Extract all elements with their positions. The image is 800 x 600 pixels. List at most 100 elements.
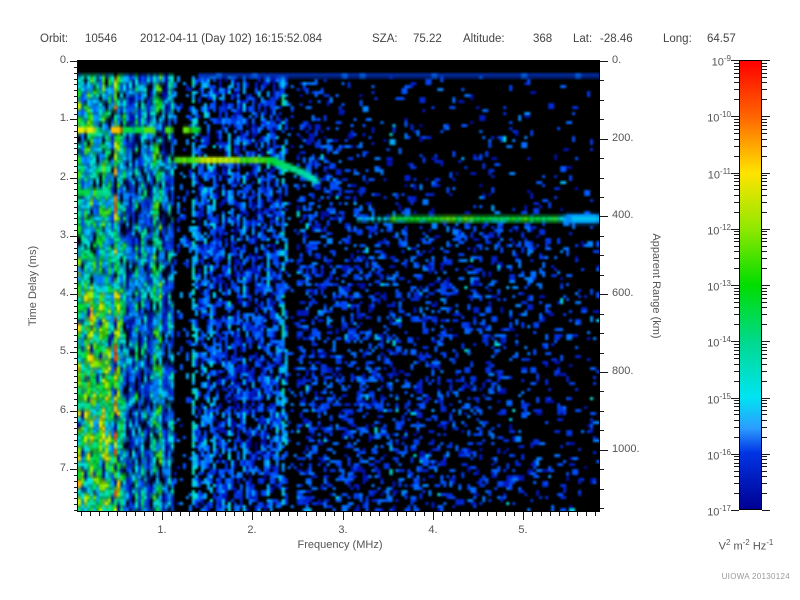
cb-minor-tick bbox=[762, 350, 767, 351]
cb-minor-tick bbox=[762, 324, 767, 326]
cb-minor-tick bbox=[734, 290, 739, 292]
y-major-tick bbox=[70, 119, 78, 120]
x-minor-tick bbox=[143, 512, 145, 516]
cb-minor-tick bbox=[762, 353, 767, 355]
cb-minor-tick bbox=[734, 353, 739, 355]
cb-major-tick bbox=[731, 229, 739, 230]
cb-minor-tick bbox=[762, 121, 767, 123]
cb-minor-tick bbox=[762, 403, 767, 404]
cb-minor-tick bbox=[762, 189, 767, 191]
x-minor-tick bbox=[360, 512, 362, 516]
right-minor-tick bbox=[600, 507, 604, 509]
orbit-value: 10546 bbox=[85, 33, 117, 45]
x-minor-tick bbox=[207, 512, 209, 516]
cb-minor-tick bbox=[734, 419, 739, 421]
sza-label: SZA: bbox=[372, 33, 398, 45]
cb-minor-tick bbox=[762, 62, 767, 64]
cb-minor-tick bbox=[762, 459, 767, 461]
y-major-tick bbox=[70, 352, 78, 353]
y-minor-tick bbox=[74, 72, 78, 74]
long-value: 64.57 bbox=[707, 33, 736, 45]
cb-minor-tick bbox=[734, 241, 739, 243]
y-minor-tick bbox=[74, 463, 78, 465]
cb-minor-tick bbox=[734, 293, 739, 295]
x-minor-tick bbox=[450, 512, 452, 516]
cb-minor-tick bbox=[762, 456, 767, 458]
cb-minor-tick bbox=[762, 307, 767, 309]
y-minor-tick bbox=[74, 480, 78, 482]
right-minor-tick bbox=[600, 80, 604, 82]
cb-minor-tick bbox=[734, 133, 739, 135]
lat-label: Lat: bbox=[573, 33, 593, 45]
colorbar-tick-label: 10-16 bbox=[707, 448, 731, 463]
cb-minor-tick bbox=[762, 251, 767, 253]
y-minor-tick bbox=[74, 224, 78, 226]
x-minor-tick bbox=[478, 512, 479, 516]
y-minor-tick bbox=[74, 358, 78, 360]
x-tick-label: 2. bbox=[247, 524, 257, 536]
cb-minor-tick bbox=[734, 89, 739, 91]
right-minor-tick bbox=[600, 391, 604, 393]
cb-minor-tick bbox=[762, 346, 767, 348]
cb-minor-tick bbox=[762, 414, 767, 416]
right-tick-label: 400. bbox=[612, 209, 634, 221]
cb-major-tick bbox=[762, 398, 770, 399]
y-minor-tick bbox=[74, 329, 78, 331]
y-minor-tick bbox=[74, 457, 78, 459]
y-minor-tick bbox=[74, 148, 78, 150]
x-minor-tick bbox=[387, 512, 389, 516]
time-delay-axis-title: Time Delay (ms) bbox=[27, 245, 39, 327]
x-minor-tick bbox=[116, 512, 118, 516]
x-minor-tick bbox=[80, 512, 82, 516]
cb-minor-tick bbox=[762, 181, 767, 183]
y-minor-tick bbox=[74, 165, 78, 167]
cb-minor-tick bbox=[762, 237, 767, 239]
x-major-tick bbox=[252, 512, 253, 520]
cb-minor-tick bbox=[734, 82, 739, 84]
cb-minor-tick bbox=[734, 145, 739, 147]
x-minor-tick bbox=[89, 512, 91, 516]
y-minor-tick bbox=[74, 387, 78, 389]
cb-minor-tick bbox=[762, 293, 767, 295]
cb-minor-tick bbox=[762, 358, 767, 360]
colorbar-tick-label: 10-17 bbox=[707, 504, 731, 519]
x-minor-tick bbox=[98, 512, 100, 516]
y-minor-tick bbox=[74, 259, 78, 261]
cb-minor-tick bbox=[734, 155, 739, 157]
right-minor-tick bbox=[600, 255, 604, 257]
frequency-axis-title: Frequency (MHz) bbox=[297, 539, 383, 551]
x-minor-tick bbox=[514, 512, 516, 516]
x-minor-tick bbox=[279, 512, 281, 516]
y-minor-tick bbox=[74, 369, 78, 371]
y-minor-tick bbox=[74, 422, 78, 424]
y-minor-tick bbox=[74, 399, 78, 401]
cb-major-tick bbox=[762, 229, 770, 230]
cb-minor-tick bbox=[762, 241, 767, 243]
right-minor-tick bbox=[600, 177, 604, 179]
right-minor-tick bbox=[600, 469, 604, 470]
y-minor-tick bbox=[74, 474, 78, 476]
right-minor-tick bbox=[600, 410, 604, 412]
x-minor-tick bbox=[324, 512, 326, 516]
cb-minor-tick bbox=[734, 403, 739, 404]
cb-minor-tick bbox=[734, 175, 739, 177]
right-tick-label: 600. bbox=[612, 287, 634, 299]
y-minor-tick bbox=[74, 200, 78, 202]
cb-minor-tick bbox=[734, 181, 739, 183]
altitude-label: Altitude: bbox=[463, 33, 505, 45]
cb-minor-tick bbox=[762, 380, 767, 382]
cb-minor-tick bbox=[734, 462, 739, 464]
x-minor-tick bbox=[125, 512, 127, 516]
cb-minor-tick bbox=[734, 426, 739, 428]
x-minor-tick bbox=[496, 512, 498, 516]
cb-minor-tick bbox=[762, 76, 767, 78]
y-minor-tick bbox=[74, 218, 78, 220]
colorbar-tick-label: 10-9 bbox=[711, 54, 731, 69]
cb-minor-tick bbox=[762, 314, 767, 316]
cb-minor-tick bbox=[762, 145, 767, 147]
right-minor-tick bbox=[600, 274, 604, 276]
y-minor-tick bbox=[74, 381, 78, 383]
cb-minor-tick bbox=[734, 406, 739, 408]
cb-minor-tick bbox=[734, 350, 739, 351]
